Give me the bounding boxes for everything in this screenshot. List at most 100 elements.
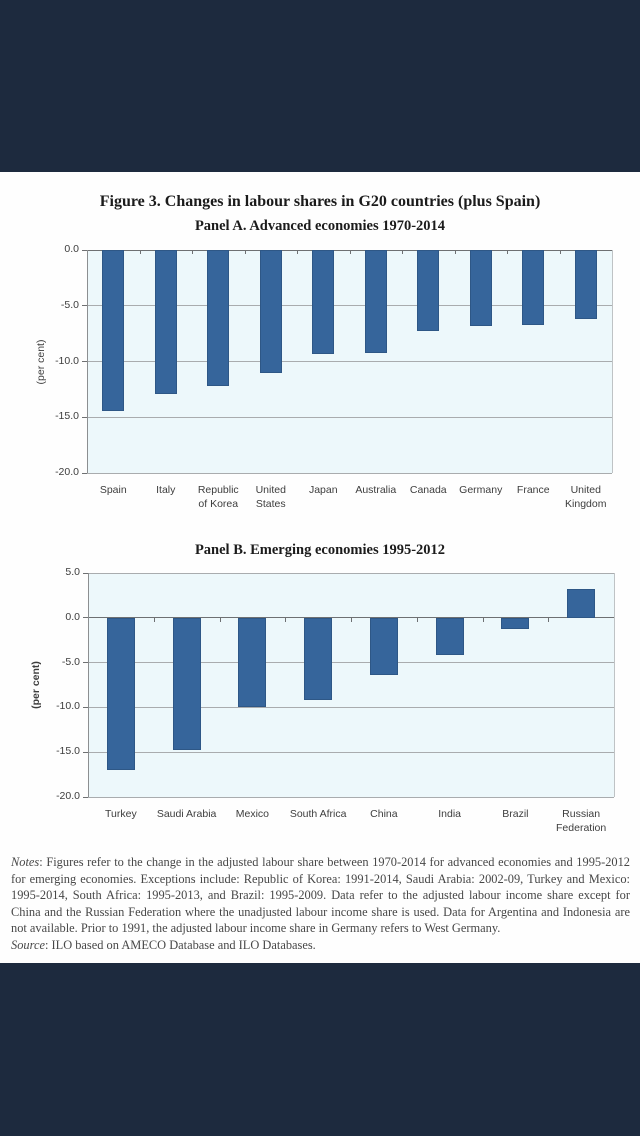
figure-title: Figure 3. Changes in labour shares in G2… (99, 193, 541, 210)
bar-india (435, 617, 464, 655)
y-tick-label: -20.0 (55, 466, 79, 478)
category-axis-tick (482, 617, 484, 622)
panel-a-title: Panel A. Advanced economies 1970-2014 (194, 218, 446, 234)
x-category-label: Canada (409, 484, 447, 496)
category-axis-tick (351, 617, 352, 622)
y-axis-line (88, 573, 89, 797)
y-tick-label: -10.0 (56, 700, 80, 713)
bar-germany (469, 250, 492, 326)
bar-turkey (106, 617, 135, 771)
y-axis-tick (83, 662, 88, 664)
bar-canada (417, 250, 440, 332)
x-category-label: United States (255, 484, 286, 510)
figure-notes: Notes: Figures refer to the change in th… (11, 854, 630, 937)
bar-saudi-arabia (172, 617, 201, 750)
y-tick-label: 0.0 (65, 610, 80, 623)
source-text: : ILO based on AMECO Database and ILO Da… (44, 938, 316, 952)
notes-label: Notes (11, 855, 40, 869)
x-category-label: Republic of Korea (197, 484, 239, 510)
source-label: Source (11, 938, 45, 952)
y-axis-tick (83, 706, 88, 708)
category-axis-tick (153, 617, 155, 622)
bar-united-states (259, 250, 282, 373)
x-category-label: Spain (99, 484, 127, 496)
bar-japan (312, 250, 335, 354)
bar-united-kingdom (574, 250, 597, 320)
bar-spain (102, 250, 125, 411)
y-axis-tick (82, 249, 87, 251)
category-axis-tick (285, 617, 287, 622)
y-tick-label: -15.0 (55, 410, 79, 423)
x-category-label: Saudi Arabia (156, 808, 217, 820)
x-category-label: France (516, 484, 550, 496)
bar-australia (364, 250, 387, 353)
x-category-label: Japan (308, 484, 338, 496)
x-category-label: China (370, 808, 398, 820)
y-axis-tick (83, 572, 88, 574)
gridline (88, 706, 614, 708)
panel-b-title: Panel B. Emerging economies 1995-2012 (194, 542, 446, 558)
plot-right-border (614, 573, 615, 797)
category-axis-tick (416, 617, 418, 622)
gridline (87, 472, 612, 474)
x-category-label: Turkey (105, 808, 137, 820)
gridline (87, 416, 612, 418)
category-axis-tick (349, 250, 351, 254)
y-tick-label: -15.0 (56, 745, 80, 758)
y-tick-label: -5.0 (60, 298, 79, 311)
y-tick-label: -10.0 (55, 354, 79, 367)
category-axis-tick (244, 250, 246, 254)
panel-a-chart: 0.0 -5.0 -10.0 -15.0 -20.0 Spain Italy Republic… (0, 172, 640, 963)
bar-brazil (501, 617, 530, 629)
category-axis-tick (297, 250, 298, 254)
gridline (88, 662, 614, 664)
category-axis-tick (219, 617, 221, 622)
bottom-letterbox-band (0, 963, 640, 1136)
y-axis-line (87, 250, 88, 473)
gridline (88, 572, 614, 574)
gridline (87, 305, 612, 307)
y-axis-tick (82, 361, 87, 362)
bar-italy (154, 250, 177, 394)
y-axis-tick (83, 796, 88, 798)
panel-b-chart: 5.0 0.0 -5.0 -10.0 -15.0 -20.0 Turkey Saudi Ara… (0, 172, 640, 963)
x-category-label: Mexico (235, 808, 269, 820)
x-category-label: Australia (355, 484, 397, 496)
bar-china (369, 617, 398, 676)
y-tick-label: 5.0 (65, 566, 80, 578)
y-tick-label: -20.0 (56, 790, 80, 802)
y-tick-label: 0.0 (64, 243, 79, 255)
y-axis-tick (82, 305, 87, 307)
gridline (87, 361, 612, 362)
category-axis-tick (454, 250, 456, 254)
figure-source: Source: ILO based on AMECO Database and … (11, 938, 630, 953)
bar-republic-of-korea (207, 250, 230, 387)
category-axis-tick (548, 617, 550, 622)
category-axis-tick (559, 250, 561, 254)
category-axis-tick (507, 250, 508, 254)
x-category-label: United Kingdom (565, 484, 607, 510)
x-category-label: India (438, 808, 462, 820)
bar-france (522, 250, 545, 325)
top-letterbox-band (0, 0, 640, 172)
bar-mexico (238, 617, 267, 708)
gridline (88, 796, 614, 798)
x-category-label: Germany (459, 484, 503, 496)
y-axis-tick (83, 751, 88, 753)
y-axis-tick (82, 416, 87, 418)
bar-south-africa (304, 617, 333, 701)
plot-right-border (612, 250, 613, 473)
category-axis-tick (139, 250, 141, 254)
y-tick-label: -5.0 (61, 655, 80, 668)
x-category-label: Italy (156, 484, 176, 496)
notes-text: : Figures refer to the change in the adj… (11, 855, 630, 936)
x-category-label: Russian Federation (556, 808, 607, 834)
y-axis-tick (82, 472, 87, 474)
x-category-label: South Africa (289, 808, 347, 820)
document-page: Figure 3. Changes in labour shares in G2… (0, 172, 640, 963)
plot-area (88, 573, 614, 797)
gridline (88, 751, 614, 753)
category-axis-tick (192, 250, 193, 254)
y-axis-tick (83, 617, 88, 619)
category-axis-tick (402, 250, 403, 254)
